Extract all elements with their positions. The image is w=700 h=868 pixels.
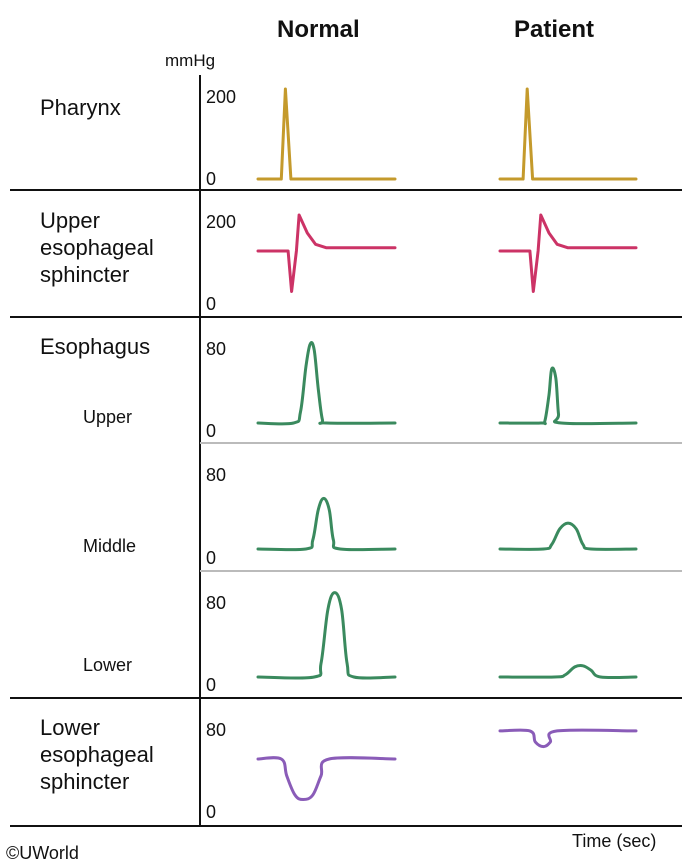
tick-label-les-zero: 0 (206, 802, 217, 822)
column-header-normal: Normal (277, 16, 360, 43)
trace-esophagus-upper-patient (498, 366, 638, 426)
trace-lower-esophageal-sphincter-patient (498, 728, 638, 749)
trace-esophagus-middle-patient (498, 521, 638, 551)
tick-label-esophagus-middle-zero: 0 (206, 548, 217, 568)
sub-label-lower: Lower (83, 655, 133, 675)
column-header-patient: Patient (514, 16, 595, 43)
region-label-line: Esophagus (40, 334, 151, 359)
sub-label-middle: Middle (83, 536, 137, 556)
tick-label-esophagus-middle-max: 80 (206, 465, 227, 485)
trace-upper-esophageal-sphincter-patient (498, 213, 638, 293)
trace-esophagus-lower-patient (498, 663, 638, 680)
trace-upper-esophageal-sphincter-normal (256, 213, 397, 293)
region-label-line: Pharynx (40, 95, 121, 120)
region-label-pharynx: Pharynx (40, 94, 121, 121)
trace-pharynx-patient (498, 87, 638, 181)
tick-label-esophagus-lower-max: 80 (206, 593, 227, 613)
tick-label-les-max: 80 (206, 720, 227, 740)
region-label-upper-esophageal-sphincter: Upper esophageal sphincter (40, 207, 154, 288)
trace-lower-esophageal-sphincter-normal (256, 756, 397, 801)
tick-label-esophagus-lower-zero: 0 (206, 675, 217, 695)
region-label-line: Upper (40, 208, 100, 233)
trace-esophagus-middle-normal (256, 496, 397, 552)
region-label-lower-esophageal-sphincter: Lower esophageal sphincter (40, 714, 154, 795)
tick-label-esophagus-upper-zero: 0 (206, 421, 217, 441)
tick-label-esophagus-upper-max: 80 (206, 339, 227, 359)
region-label-line: sphincter (40, 769, 130, 794)
region-label-line: esophageal (40, 235, 154, 260)
tick-label-ues-zero: 0 (206, 294, 217, 314)
trace-pharynx-normal (256, 87, 397, 181)
sub-label-upper: Upper (83, 407, 133, 427)
tick-label-pharynx-max: 200 (206, 87, 237, 107)
trace-esophagus-upper-normal (256, 341, 397, 426)
region-label-line: Lower (40, 715, 100, 740)
region-label-esophagus: Esophagus (40, 333, 150, 360)
tick-label-ues-max: 200 (206, 212, 237, 232)
trace-esophagus-lower-normal (256, 591, 397, 680)
tick-label-pharynx-zero: 0 (206, 169, 217, 189)
region-label-line: sphincter (40, 262, 130, 287)
copyright-credit: ©UWorld (6, 843, 79, 863)
x-axis-label: Time (sec) (572, 831, 657, 851)
unit-label: mmHg (165, 51, 216, 70)
region-label-line: esophageal (40, 742, 154, 767)
